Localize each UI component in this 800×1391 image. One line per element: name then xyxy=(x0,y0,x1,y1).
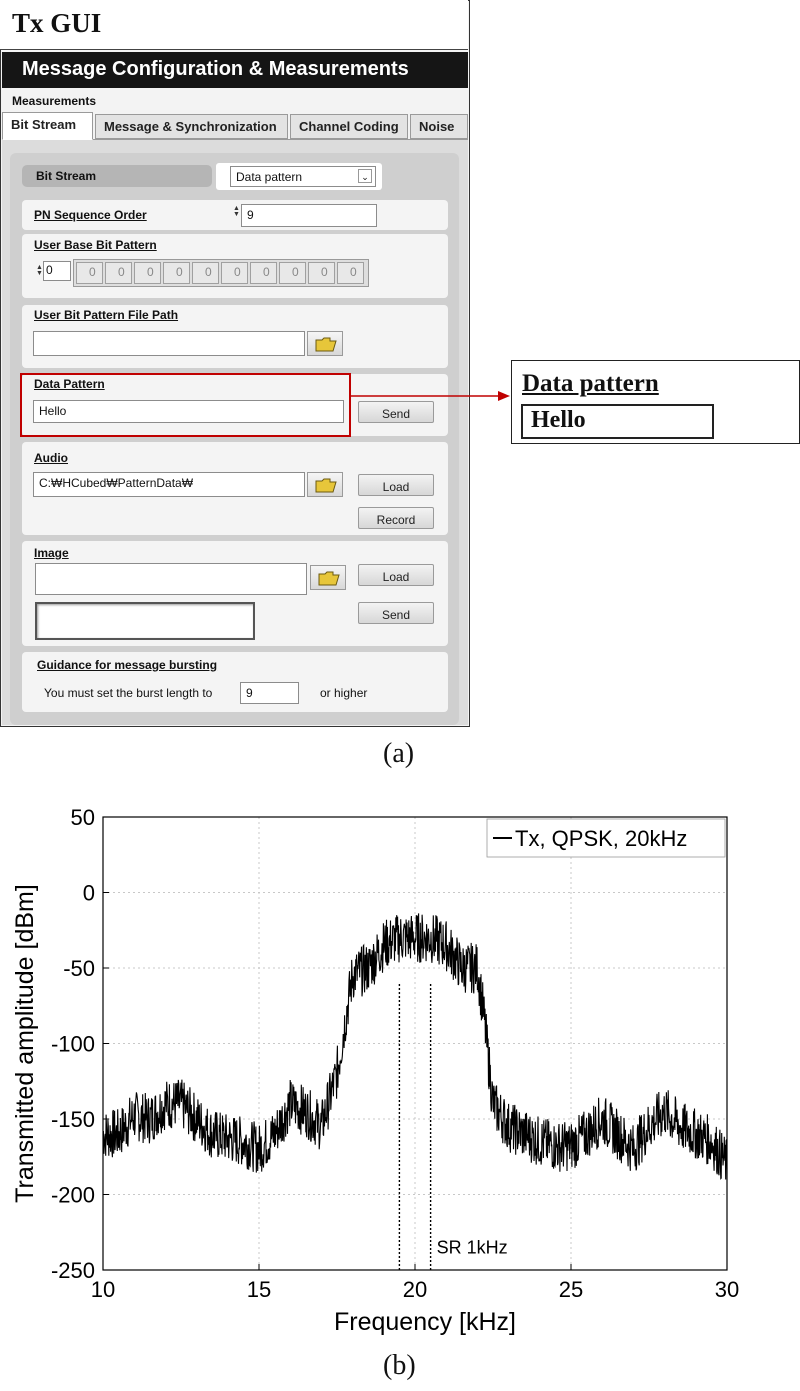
caption-b: (b) xyxy=(383,1350,416,1381)
tab-channel-coding[interactable]: Channel Coding xyxy=(290,114,408,139)
chevron-down-icon[interactable]: ⌄ xyxy=(358,169,372,183)
guidance-suffix: or higher xyxy=(320,686,368,700)
series-line xyxy=(102,913,728,1180)
caption-a: (a) xyxy=(383,738,415,769)
bit-input[interactable]: 0 xyxy=(163,262,190,284)
y-tick-label: -50 xyxy=(63,956,95,981)
bit-stream-label: Bit Stream xyxy=(36,169,97,183)
legend-label: Tx, QPSK, 20kHz xyxy=(515,826,687,851)
bit-input[interactable]: 0 xyxy=(279,262,306,284)
guidance-label: Guidance for message bursting xyxy=(37,658,218,672)
banner-title: Message Configuration & Measurements xyxy=(2,52,468,88)
tab-noise[interactable]: Noise xyxy=(410,114,468,139)
bit-input[interactable]: 0 xyxy=(192,262,219,284)
x-axis-label: Frequency [kHz] xyxy=(334,1308,516,1336)
folder-icon xyxy=(315,337,337,352)
bit-stream-selected: Data pattern xyxy=(236,170,303,184)
x-tick-label: 30 xyxy=(715,1277,739,1302)
callout-title: Data pattern xyxy=(522,370,659,397)
measurements-label: Measurements xyxy=(12,94,97,108)
y-tick-label: -250 xyxy=(51,1258,95,1283)
y-tick-label: -150 xyxy=(51,1107,95,1132)
audio-label: Audio xyxy=(34,451,68,465)
audio-load-button[interactable]: Load xyxy=(358,474,434,496)
burst-length-input[interactable]: 9 xyxy=(240,682,299,704)
user-base-first-input[interactable]: 0 xyxy=(43,261,71,281)
bit-stream-select[interactable]: Data pattern ⌄ xyxy=(230,166,376,187)
callout-box xyxy=(511,360,800,444)
image-preview xyxy=(35,602,255,640)
callout-arrow xyxy=(350,391,510,401)
tab-message-sync[interactable]: Message & Synchronization xyxy=(95,114,288,139)
image-load-button[interactable]: Load xyxy=(358,564,434,586)
file-path-label: User Bit Pattern File Path xyxy=(34,308,179,322)
image-browse-button[interactable] xyxy=(310,565,346,590)
folder-icon xyxy=(315,478,337,493)
gui-title: Tx GUI xyxy=(0,0,468,50)
y-tick-label: -200 xyxy=(51,1183,95,1208)
bit-input[interactable]: 0 xyxy=(337,262,364,284)
bit-input[interactable]: 0 xyxy=(134,262,161,284)
x-tick-label: 20 xyxy=(403,1277,427,1302)
bit-input[interactable]: 0 xyxy=(105,262,132,284)
audio-path-input[interactable]: C:₩HCubed₩PatternData₩ xyxy=(33,472,305,497)
x-tick-label: 15 xyxy=(247,1277,271,1302)
legend-box xyxy=(486,818,726,858)
bit-input[interactable]: 0 xyxy=(221,262,248,284)
audio-browse-button[interactable] xyxy=(307,472,343,497)
pn-sequence-label: PN Sequence Order xyxy=(34,208,147,222)
folder-icon xyxy=(318,571,340,586)
x-tick-label: 10 xyxy=(91,1277,115,1302)
sr-annotation: SR 1kHz xyxy=(437,1237,508,1257)
user-base-spinner-icon[interactable]: ▲ ▼ xyxy=(36,264,43,277)
bit-input[interactable]: 0 xyxy=(76,262,103,284)
data-pattern-input[interactable]: Hello xyxy=(33,400,344,423)
y-tick-label: -100 xyxy=(51,1032,95,1057)
data-pattern-highlight xyxy=(20,373,351,437)
file-path-browse-button[interactable] xyxy=(307,331,343,356)
guidance-group xyxy=(22,652,448,712)
image-path-input[interactable] xyxy=(35,563,307,595)
y-axis-label: Transmitted amplitude [dBm] xyxy=(11,884,39,1203)
spectrum-chart: SR 1kHz 10 15 20 25 30 50 0 -50 -100 -150 -200 -250 F… xyxy=(11,805,739,1336)
data-pattern-label: Data Pattern xyxy=(34,377,105,391)
audio-record-button[interactable]: Record xyxy=(358,507,434,529)
bit-input[interactable]: 0 xyxy=(250,262,277,284)
guidance-text: You must set the burst length to xyxy=(44,686,213,700)
tab-bit-stream[interactable]: Bit Stream xyxy=(2,112,93,140)
pn-sequence-input[interactable]: 9 xyxy=(241,204,377,227)
bit-stream-label-box xyxy=(22,165,212,187)
y-tick-label: 50 xyxy=(71,805,95,830)
image-send-button[interactable]: Send xyxy=(358,602,434,624)
callout-value: Hello xyxy=(521,404,714,439)
y-tick-label: 0 xyxy=(83,881,95,906)
user-base-label: User Base Bit Pattern xyxy=(34,238,157,252)
data-pattern-send-button[interactable]: Send xyxy=(358,401,434,423)
x-tick-label: 25 xyxy=(559,1277,583,1302)
pn-spinner-icon[interactable]: ▲ ▼ xyxy=(233,205,240,218)
file-path-input[interactable] xyxy=(33,331,305,356)
pn-sequence-group xyxy=(22,200,448,230)
bit-input[interactable]: 0 xyxy=(308,262,335,284)
image-label: Image xyxy=(34,546,69,560)
